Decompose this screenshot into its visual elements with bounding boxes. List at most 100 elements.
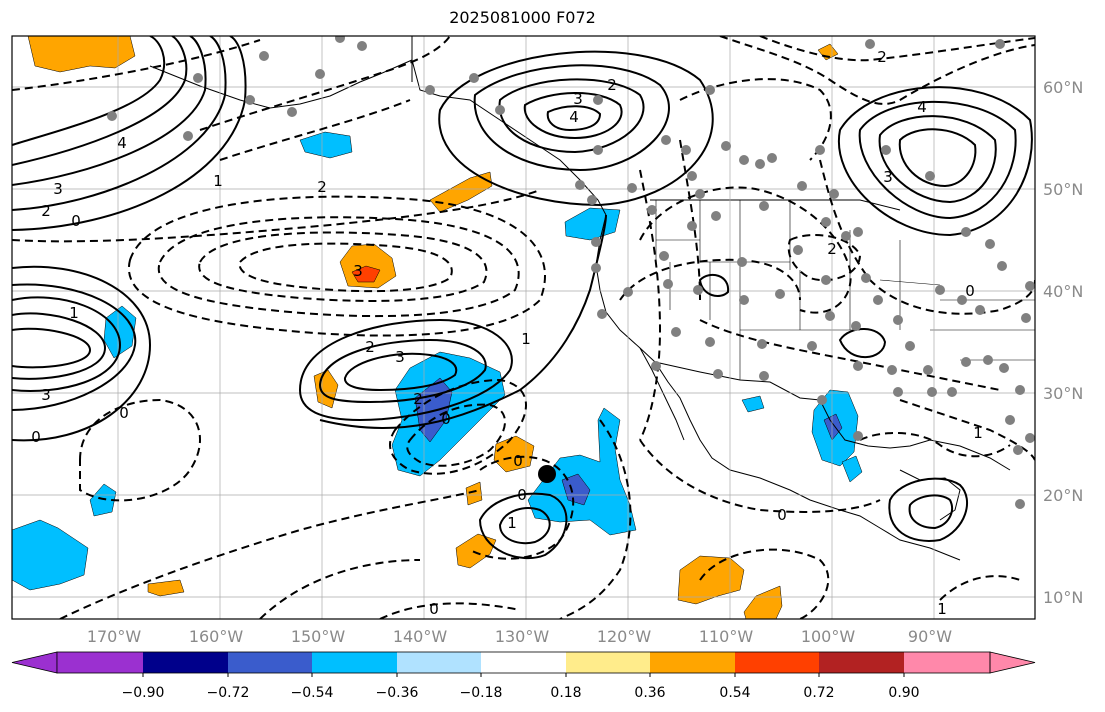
coast-baja — [639, 347, 685, 441]
contour-labels: 3 4 2 4 3 2 0 3 2 1 2 3 1 4 3 2 2 3 0 1 … — [31, 48, 983, 618]
colorbar-segment — [566, 652, 650, 673]
colorbar-segment — [819, 652, 904, 673]
contour-low-arc-1 — [12, 189, 541, 243]
colorbar-tick-label: −0.54 — [291, 685, 334, 701]
shade-blue-sw2 — [89, 483, 117, 517]
contour-sub-d5 — [259, 559, 421, 619]
contour-label: 1 — [213, 172, 223, 190]
shaded-anomalies — [12, 36, 863, 619]
colorbar-segment — [650, 652, 735, 673]
contour-ne-d2 — [759, 36, 1035, 62]
contour-alaska-high-outer — [438, 50, 714, 207]
lat-label: 40°N — [1043, 282, 1083, 301]
contour-mid-high-1 — [298, 318, 513, 422]
contour-label: 0 — [71, 212, 81, 230]
contour-label: 1 — [973, 424, 983, 442]
contour-mex-d1 — [859, 432, 1011, 458]
contour-west-high-5 — [12, 36, 247, 231]
colorbar-tick-label: −0.36 — [376, 685, 419, 701]
contour-label: 2 — [317, 178, 327, 196]
location-marker — [538, 465, 556, 483]
colorbar-segment — [397, 652, 481, 673]
contour-mex-2 — [908, 494, 954, 530]
contour-alaska-high-2 — [498, 78, 645, 154]
latitude-labels: 60°N 50°N 40°N 30°N 20°N 10°N — [1043, 78, 1083, 607]
colorbar-tick-label: 0.18 — [550, 685, 581, 701]
contour-label: 0 — [965, 282, 975, 300]
shade-orange-se — [677, 555, 745, 605]
contour-label: 2 — [365, 338, 375, 356]
contour-label: 2 — [607, 76, 617, 94]
contour-label: 1 — [507, 514, 517, 532]
contour-sub-d6 — [379, 602, 521, 619]
lat-label: 50°N — [1043, 180, 1083, 199]
contour-alaska-high-4 — [546, 105, 602, 132]
contour-mid-high-3 — [344, 352, 458, 392]
contour-sub-d7 — [639, 439, 881, 513]
contour-sw-high-1 — [12, 296, 122, 392]
shade-orange-sub2 — [455, 533, 497, 569]
contour-label: 3 — [41, 386, 51, 404]
contour-label: 2 — [413, 390, 423, 408]
colorbar-segment — [143, 652, 228, 673]
shade-orange-nw — [27, 36, 136, 73]
contour-label: 2 — [827, 240, 837, 258]
contour-sub-2 — [498, 507, 551, 545]
contour-sw-high-5 — [12, 265, 152, 442]
coast-alaska — [149, 59, 607, 216]
contour-us-d3 — [787, 234, 862, 282]
colorbar-segment — [57, 652, 143, 673]
contour-east-d1 — [819, 159, 1035, 315]
shade-blue-small — [741, 395, 765, 413]
contour-label: 0 — [119, 404, 129, 422]
contour-sw-high-4 — [12, 283, 137, 411]
station-dots — [107, 36, 1035, 509]
contour-east-high-3 — [878, 115, 997, 204]
contour-sub-d1 — [469, 455, 575, 560]
contour-label: 3 — [395, 348, 405, 366]
shade-orange-sub3 — [465, 481, 483, 506]
colorbar — [11, 651, 1036, 677]
map-title: 2025081000 F072 — [449, 8, 596, 27]
contour-east-high-4 — [898, 128, 977, 188]
contour-label: 3 — [573, 90, 583, 108]
lon-label: 140°W — [393, 627, 448, 646]
contour-alaska-high-1 — [473, 64, 670, 172]
contour-gulf-d1 — [899, 399, 1035, 461]
longitude-labels: 170°W 160°W 150°W 140°W 130°W 120°W 110°… — [87, 627, 952, 646]
colorbar-extend-high — [989, 651, 1036, 674]
contour-west-high-1 — [12, 36, 166, 146]
contour-mid-high-2 — [318, 338, 487, 404]
contour-label: 1 — [937, 600, 947, 618]
contour-us-small — [838, 328, 887, 359]
shade-blue-sub — [527, 407, 637, 536]
contour-low-gulf-1 — [12, 39, 261, 91]
lat-label: 60°N — [1043, 78, 1083, 97]
lat-label: 20°N — [1043, 486, 1083, 505]
contour-sw-high-3 — [12, 327, 92, 369]
contour-sw-high-2 — [12, 312, 107, 380]
contour-ne-d1 — [719, 36, 1035, 105]
shade-blue-gulf2 — [841, 455, 863, 483]
contour-low-pac-2 — [157, 216, 520, 318]
contour-east-high-1 — [837, 86, 1033, 237]
contour-label: 0 — [777, 506, 787, 524]
shade-blue-sw — [12, 519, 89, 591]
lon-label: 100°W — [801, 627, 856, 646]
map-frame — [11, 35, 1036, 620]
contour-label: 3 — [53, 180, 63, 198]
contour-west-high-3 — [12, 36, 207, 186]
colorbar-tick-label: −0.18 — [460, 685, 503, 701]
lat-label: 30°N — [1043, 384, 1083, 403]
contour-us-d4 — [699, 319, 1001, 391]
shade-orange-c2 — [493, 435, 535, 473]
shade-orange-mid — [339, 243, 397, 289]
lon-label: 110°W — [699, 627, 754, 646]
colorbar-segment — [312, 652, 397, 673]
contour-label: 4 — [569, 108, 579, 126]
contour-sub-d3 — [59, 489, 481, 619]
coast-gulf — [819, 399, 1011, 471]
contour-label: 4 — [117, 134, 127, 152]
contour-low-pac-1 — [127, 195, 546, 337]
